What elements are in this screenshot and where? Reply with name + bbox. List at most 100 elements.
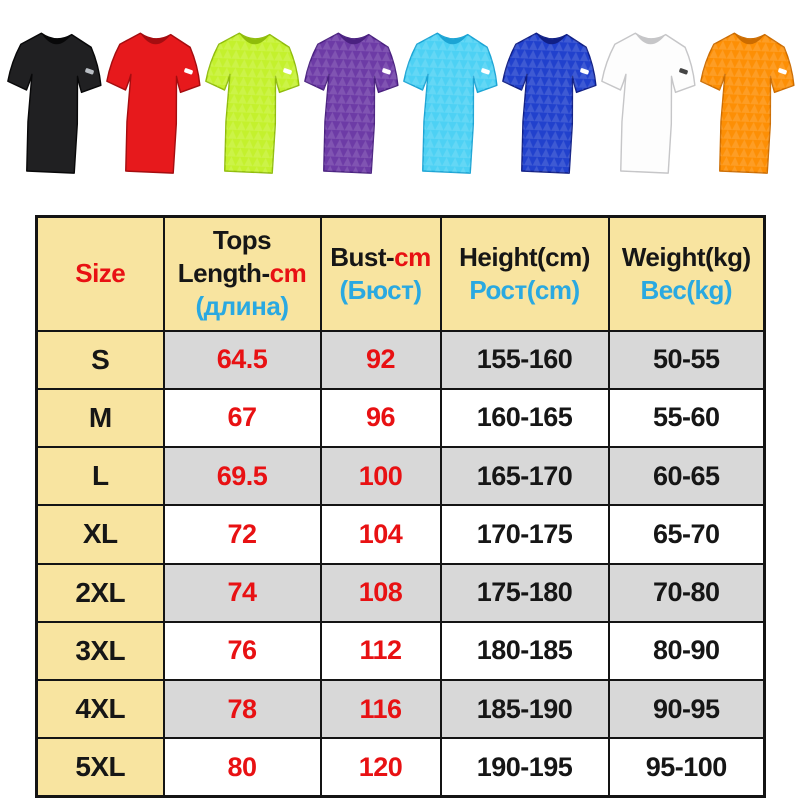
size-row-5XL: 5XL 80 120 190-195 95-100 bbox=[35, 737, 766, 798]
header-text-segment: Weight(kg) bbox=[621, 241, 751, 272]
value-cell: 170-175 bbox=[439, 504, 610, 565]
header-line: Рост(cm) bbox=[443, 274, 607, 307]
header-text-segment: Height(cm) bbox=[459, 241, 590, 272]
header-text-segment: (Бюст) bbox=[339, 274, 422, 305]
tshirt-collar bbox=[734, 33, 765, 45]
tshirt-sleeve-logo bbox=[481, 68, 490, 75]
size-row-2XL: 2XL 74 108 175-180 70-80 bbox=[35, 562, 766, 623]
tshirt-sleeve-logo bbox=[85, 68, 94, 75]
value-cell: 69.5 bbox=[162, 445, 322, 507]
header-line: (длина) bbox=[166, 290, 319, 323]
tshirt-color-gallery bbox=[0, 0, 800, 200]
header-text-segment: Вес(kg) bbox=[640, 274, 732, 305]
tshirt-royal-blue bbox=[498, 22, 600, 184]
size-label-cell: S bbox=[35, 329, 165, 390]
value-cell: 120 bbox=[319, 737, 442, 798]
value-cell: 180-185 bbox=[439, 620, 610, 682]
value-cell: 80-90 bbox=[607, 620, 766, 682]
value-cell: 100 bbox=[319, 445, 442, 507]
column-header-tops-length: Tops Length-cm (длина) bbox=[162, 215, 322, 332]
column-header-weight: Weight(kg) Вес(kg) bbox=[607, 215, 766, 332]
size-row-3XL: 3XL 76 112 180-185 80-90 bbox=[35, 620, 766, 682]
column-header-size: Size bbox=[35, 215, 165, 332]
header-line: Size bbox=[39, 257, 162, 290]
size-chart-table: Size Tops Length-cm (длина) Bust-cm (Бюст) Hei… bbox=[35, 215, 766, 798]
tshirt-sleeve-logo bbox=[778, 68, 787, 75]
size-row-M: M 67 96 160-165 55-60 bbox=[35, 387, 766, 449]
value-cell: 185-190 bbox=[439, 678, 610, 740]
tshirt-sleeve-logo bbox=[580, 68, 589, 75]
value-cell: 74 bbox=[162, 562, 322, 623]
size-label-cell: M bbox=[35, 387, 165, 449]
value-cell: 80 bbox=[162, 737, 322, 798]
tshirt-body bbox=[601, 32, 696, 174]
tshirt-collar bbox=[140, 33, 171, 45]
value-cell: 160-165 bbox=[439, 387, 610, 449]
header-line: Bust-cm bbox=[323, 241, 439, 274]
tshirt-collar bbox=[437, 33, 468, 45]
value-cell: 76 bbox=[162, 620, 322, 682]
value-cell: 175-180 bbox=[439, 562, 610, 623]
value-cell: 50-55 bbox=[607, 329, 766, 390]
size-label-cell: 3XL bbox=[35, 620, 165, 682]
header-text-segment: Tops bbox=[212, 225, 272, 256]
tshirt-fabric-pattern bbox=[502, 33, 596, 174]
size-label-cell: L bbox=[35, 445, 165, 507]
tshirt-sleeve-logo bbox=[679, 68, 688, 75]
header-line: Length-cm bbox=[166, 257, 319, 290]
tshirt-sky-blue bbox=[399, 22, 501, 184]
tshirt-sleeve-logo bbox=[283, 68, 292, 75]
value-cell: 72 bbox=[162, 504, 322, 565]
value-cell: 108 bbox=[319, 562, 442, 623]
column-header-bust: Bust-cm (Бюст) bbox=[319, 215, 442, 332]
header-text-segment: (длина) bbox=[195, 291, 289, 322]
tshirt-fabric-pattern bbox=[205, 33, 299, 174]
header-line: Height(cm) bbox=[443, 241, 607, 274]
tshirt-orange bbox=[696, 22, 798, 184]
size-chart-header-row: Size Tops Length-cm (длина) Bust-cm (Бюст) Hei… bbox=[35, 215, 766, 332]
header-line: Tops bbox=[166, 224, 319, 257]
value-cell: 67 bbox=[162, 387, 322, 449]
tshirt-purple bbox=[300, 22, 402, 184]
size-row-S: S 64.5 92 155-160 50-55 bbox=[35, 329, 766, 390]
size-label-cell: 5XL bbox=[35, 737, 165, 798]
tshirt-collar bbox=[635, 33, 666, 45]
value-cell: 55-60 bbox=[607, 387, 766, 449]
tshirt-collar bbox=[338, 33, 369, 45]
value-cell: 112 bbox=[319, 620, 442, 682]
header-text-segment: cm bbox=[394, 241, 431, 272]
tshirt-icon bbox=[106, 32, 201, 174]
size-chart-header: Size Tops Length-cm (длина) Bust-cm (Бюст) Hei… bbox=[35, 215, 766, 332]
tshirt-body bbox=[106, 32, 201, 174]
header-text-segment: Size bbox=[75, 258, 126, 289]
tshirt-icon bbox=[205, 32, 300, 174]
header-text-segment: Length- bbox=[177, 258, 270, 289]
value-cell: 90-95 bbox=[607, 678, 766, 740]
tshirt-black bbox=[3, 22, 105, 184]
size-chart-body: S 64.5 92 155-160 50-55 M 67 96 160-165 55-60 L 69.… bbox=[35, 329, 766, 798]
tshirt-white bbox=[597, 22, 699, 184]
value-cell: 70-80 bbox=[607, 562, 766, 623]
size-row-XL: XL 72 104 170-175 65-70 bbox=[35, 504, 766, 565]
tshirt-collar bbox=[239, 33, 270, 45]
header-line: (Бюст) bbox=[323, 274, 439, 307]
tshirt-fabric-pattern bbox=[304, 33, 398, 174]
header-line: Вес(kg) bbox=[611, 274, 763, 307]
value-cell: 78 bbox=[162, 678, 322, 740]
header-line: Weight(kg) bbox=[611, 241, 763, 274]
tshirt-icon bbox=[700, 32, 795, 174]
size-row-L: L 69.5 100 165-170 60-65 bbox=[35, 445, 766, 507]
value-cell: 116 bbox=[319, 678, 442, 740]
size-label-cell: 4XL bbox=[35, 678, 165, 740]
value-cell: 165-170 bbox=[439, 445, 610, 507]
tshirt-red bbox=[102, 22, 204, 184]
header-text-segment: Рост(cm) bbox=[469, 274, 580, 305]
tshirt-collar bbox=[536, 33, 567, 45]
tshirt-body bbox=[7, 32, 102, 174]
size-label-cell: 2XL bbox=[35, 562, 165, 623]
tshirt-icon bbox=[403, 32, 498, 174]
value-cell: 190-195 bbox=[439, 737, 610, 798]
tshirt-icon bbox=[304, 32, 399, 174]
column-header-height: Height(cm) Рост(cm) bbox=[439, 215, 610, 332]
